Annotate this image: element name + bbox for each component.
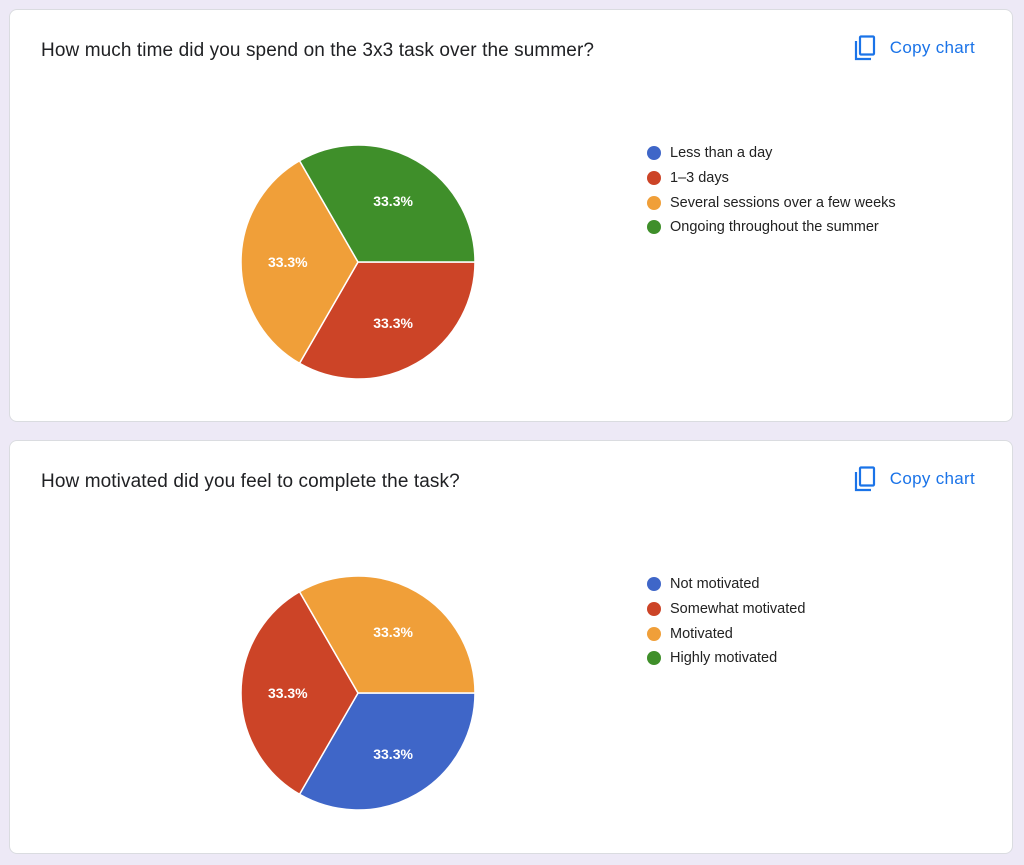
slice-value-label: 33.3% [373, 315, 413, 331]
pie-slice-ongoing-throughout-the-summer[interactable] [298, 144, 476, 263]
chart-title: How much time did you spend on the 3x3 t… [41, 40, 595, 61]
chart-legend: Less than a day 1–3 days Several session… [647, 141, 896, 240]
legend-swatch [647, 146, 661, 161]
pie-slice-not-motivated[interactable] [298, 692, 476, 811]
chart-card-motivation: How motivated did you feel to complete t… [9, 440, 1013, 854]
pie-chart: 33.3% 33.3% 33.3% [240, 144, 476, 380]
copy-chart-button[interactable]: Copy chart [854, 466, 975, 492]
legend-item-less-than-a-day: Less than a day [647, 141, 896, 166]
legend-swatch [647, 220, 661, 235]
legend-label: Motivated [670, 625, 733, 642]
copy-chart-button[interactable]: Copy chart [854, 35, 975, 61]
legend-swatch [647, 602, 661, 617]
pie-chart: 33.3% 33.3% 33.3% [240, 575, 476, 811]
slice-value-label: 33.3% [268, 254, 308, 270]
legend-label: Less than a day [670, 145, 773, 162]
legend-label: Ongoing throughout the summer [670, 219, 879, 236]
copy-icon [854, 466, 875, 492]
chart-card-time-spent: How much time did you spend on the 3x3 t… [9, 9, 1013, 422]
slice-value-label: 33.3% [373, 193, 413, 209]
chart-legend: Not motivated Somewhat motivated Motivat… [647, 572, 805, 671]
legend-label: Several sessions over a few weeks [670, 194, 896, 211]
copy-chart-label: Copy chart [889, 38, 975, 57]
legend-item-ongoing: Ongoing throughout the summer [647, 215, 896, 240]
legend-label: Highly motivated [670, 650, 778, 667]
copy-chart-label: Copy chart [889, 469, 975, 488]
legend-item-motivated: Motivated [647, 621, 805, 646]
slice-value-label: 33.3% [373, 746, 413, 762]
legend-item-highly-motivated: Highly motivated [647, 646, 805, 671]
pie-slice-1-3-days[interactable] [298, 261, 476, 380]
legend-swatch [647, 651, 661, 666]
legend-swatch [647, 195, 661, 210]
legend-label: Not motivated [670, 576, 760, 593]
legend-item-several-sessions: Several sessions over a few weeks [647, 190, 896, 215]
legend-label: Somewhat motivated [670, 601, 806, 618]
legend-label: 1–3 days [670, 170, 729, 187]
legend-swatch [647, 171, 661, 186]
legend-item-1-3-days: 1–3 days [647, 166, 896, 191]
legend-swatch [647, 577, 661, 592]
slice-value-label: 33.3% [268, 685, 308, 701]
legend-item-somewhat-motivated: Somewhat motivated [647, 597, 805, 622]
legend-item-not-motivated: Not motivated [647, 572, 805, 597]
copy-icon [854, 35, 875, 61]
pie-slice-motivated[interactable] [298, 575, 476, 694]
chart-title: How motivated did you feel to complete t… [41, 471, 460, 492]
legend-swatch [647, 626, 661, 641]
slice-value-label: 33.3% [373, 624, 413, 640]
